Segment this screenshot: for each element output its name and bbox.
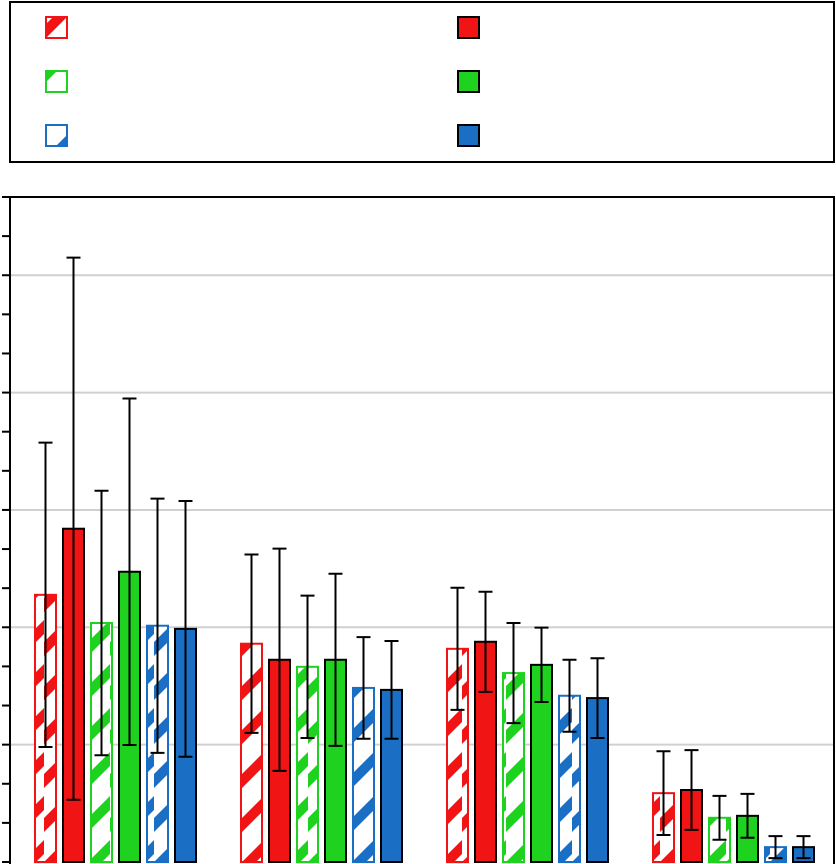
error-bar [94, 489, 109, 757]
legend-box [9, 1, 835, 163]
legend-swatch [45, 124, 68, 147]
error-bar [740, 792, 755, 839]
error-bar [384, 639, 399, 740]
error-bar [590, 657, 605, 739]
legend-swatch [45, 16, 68, 39]
legend-swatch [457, 16, 480, 39]
error-bar [328, 572, 343, 747]
error-bar [562, 658, 577, 733]
error-bar [272, 547, 287, 772]
error-bar [356, 636, 371, 740]
error-bar [450, 586, 465, 711]
error-bar [122, 397, 137, 747]
legend-swatch [457, 124, 480, 147]
error-bar [38, 441, 53, 748]
error-bar [300, 594, 315, 739]
error-bar [656, 750, 671, 837]
legend-swatch [457, 70, 480, 93]
plot-frame [9, 196, 835, 864]
error-bar [796, 835, 811, 860]
error-bar [712, 794, 727, 841]
error-bar [66, 256, 81, 801]
error-bar [534, 626, 549, 704]
legend-swatch [45, 70, 68, 93]
error-bar [178, 499, 193, 758]
error-bar [150, 497, 165, 754]
error-bar [244, 553, 259, 734]
error-bar [506, 621, 521, 725]
error-bar [684, 749, 699, 831]
error-bar [768, 835, 783, 860]
error-bar [478, 590, 493, 693]
